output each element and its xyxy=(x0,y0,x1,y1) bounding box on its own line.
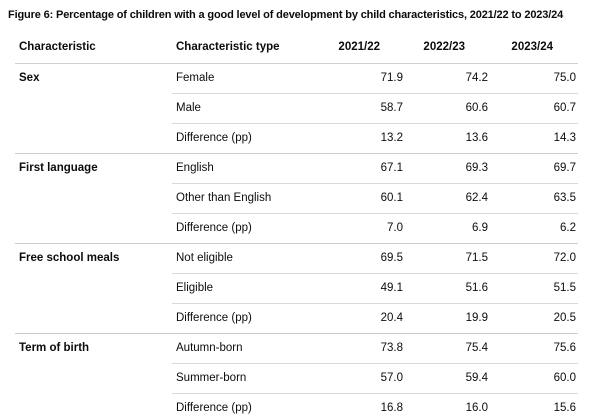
value-cell: 20.4 xyxy=(319,303,405,334)
characteristic-type-cell: English xyxy=(172,153,319,184)
characteristic-cell: Free school meals xyxy=(15,243,172,334)
value-cell: 69.7 xyxy=(490,153,578,184)
value-cell: 49.1 xyxy=(319,273,405,304)
value-cell: 58.7 xyxy=(319,93,405,124)
value-cell: 60.6 xyxy=(405,93,490,124)
col-header-2021-22: 2021/22 xyxy=(319,34,405,64)
value-cell: 74.2 xyxy=(405,63,490,94)
characteristic-type-cell: Difference (pp) xyxy=(172,213,319,244)
table-row: Difference (pp) 20.4 19.9 20.5 xyxy=(15,303,578,334)
table-row: Difference (pp) 13.2 13.6 14.3 xyxy=(15,123,578,154)
value-cell: 6.2 xyxy=(490,213,578,244)
table-row: Term of birth Autumn-born 73.8 75.4 75.6 xyxy=(15,333,578,418)
value-cell: 75.4 xyxy=(405,333,490,364)
table-row: Difference (pp) 7.0 6.9 6.2 xyxy=(15,213,578,244)
characteristic-type-cell: Eligible xyxy=(172,273,319,304)
value-cell: 6.9 xyxy=(405,213,490,244)
characteristic-cell: Term of birth xyxy=(15,333,172,418)
value-cell: 57.0 xyxy=(319,363,405,394)
characteristic-type-cell: Difference (pp) xyxy=(172,123,319,154)
value-cell: 16.8 xyxy=(319,393,405,418)
value-cell: 51.6 xyxy=(405,273,490,304)
value-cell: 16.0 xyxy=(405,393,490,418)
table-row: First language English 67.1 69.3 69.7 xyxy=(15,153,578,244)
value-cell: 14.3 xyxy=(490,123,578,154)
value-cell: 62.4 xyxy=(405,183,490,214)
value-cell: 7.0 xyxy=(319,213,405,244)
value-cell: 63.5 xyxy=(490,183,578,214)
col-header-2022-23: 2022/23 xyxy=(405,34,490,64)
value-cell: 71.5 xyxy=(405,243,490,274)
table-row: Eligible 49.1 51.6 51.5 xyxy=(15,273,578,304)
col-header-2023-24: 2023/24 xyxy=(490,34,578,64)
value-cell: 67.1 xyxy=(319,153,405,184)
value-cell: 15.6 xyxy=(490,393,578,418)
value-cell: 60.1 xyxy=(319,183,405,214)
data-table: Characteristic Characteristic type 2021/… xyxy=(15,34,578,418)
value-cell: 51.5 xyxy=(490,273,578,304)
table-row: Other than English 60.1 62.4 63.5 xyxy=(15,183,578,214)
value-cell: 75.6 xyxy=(490,333,578,364)
col-header-characteristic-type: Characteristic type xyxy=(172,34,319,64)
value-cell: 60.0 xyxy=(490,363,578,394)
value-cell: 13.6 xyxy=(405,123,490,154)
header-row: Characteristic Characteristic type 2021/… xyxy=(15,34,578,64)
value-cell: 73.8 xyxy=(319,333,405,364)
value-cell: 69.5 xyxy=(319,243,405,274)
table-body: Sex Female 71.9 74.2 75.0 Male 58.7 60.6 60.7 Dif… xyxy=(15,63,578,418)
characteristic-type-cell: Not eligible xyxy=(172,243,319,274)
characteristic-type-cell: Male xyxy=(172,93,319,124)
col-header-characteristic: Characteristic xyxy=(15,34,172,64)
value-cell: 19.9 xyxy=(405,303,490,334)
value-cell: 60.7 xyxy=(490,93,578,124)
characteristic-cell: First language xyxy=(15,153,172,244)
value-cell: 20.5 xyxy=(490,303,578,334)
value-cell: 69.3 xyxy=(405,153,490,184)
characteristic-type-cell: Autumn-born xyxy=(172,333,319,364)
characteristic-cell: Sex xyxy=(15,63,172,154)
table-row: Sex Female 71.9 74.2 75.0 xyxy=(15,63,578,154)
table-row: Difference (pp) 16.8 16.0 15.6 xyxy=(15,393,578,418)
value-cell: 75.0 xyxy=(490,63,578,94)
table-header: Characteristic Characteristic type 2021/… xyxy=(15,34,578,64)
table-row: Male 58.7 60.6 60.7 xyxy=(15,93,578,124)
table-row: Summer-born 57.0 59.4 60.0 xyxy=(15,363,578,394)
characteristic-type-cell: Summer-born xyxy=(172,363,319,394)
value-cell: 72.0 xyxy=(490,243,578,274)
value-cell: 13.2 xyxy=(319,123,405,154)
value-cell: 71.9 xyxy=(319,63,405,94)
characteristic-type-cell: Difference (pp) xyxy=(172,303,319,334)
characteristic-type-cell: Female xyxy=(172,63,319,94)
figure-title: Figure 6: Percentage of children with a … xyxy=(8,9,564,21)
characteristic-type-cell: Other than English xyxy=(172,183,319,214)
characteristic-type-cell: Difference (pp) xyxy=(172,393,319,418)
value-cell: 59.4 xyxy=(405,363,490,394)
table-row: Free school meals Not eligible 69.5 71.5 72.… xyxy=(15,243,578,334)
